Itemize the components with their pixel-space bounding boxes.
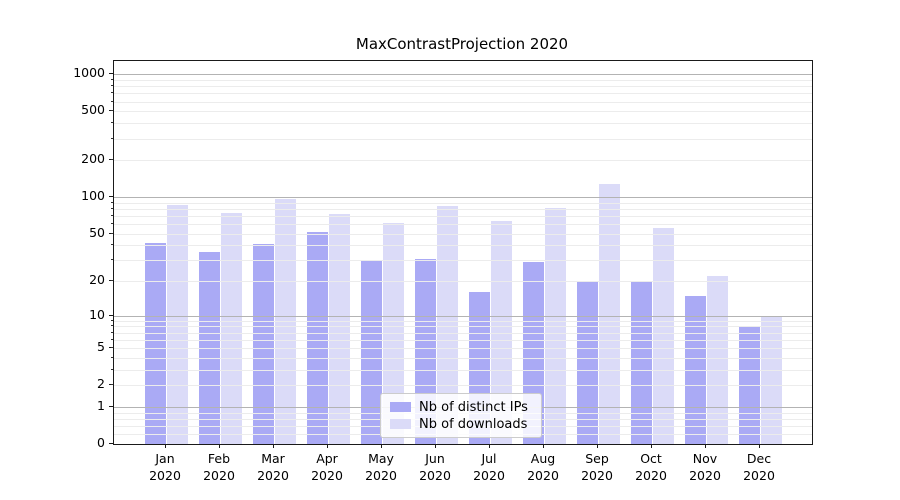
y-tick-mark-1000 xyxy=(109,73,113,75)
y-tick-label-20: 20 xyxy=(89,272,105,288)
y-minor-tick-mark xyxy=(111,85,113,87)
y-minor-tick-mark xyxy=(111,122,113,124)
x-tick-label-oct: Oct 2020 xyxy=(635,451,667,483)
x-tick-label-dec: Dec 2020 xyxy=(743,451,775,483)
y-tick-mark-100 xyxy=(109,196,113,198)
y-minor-tick-mark xyxy=(111,325,113,327)
x-tick-label-jul: Jul 2020 xyxy=(473,451,505,483)
legend-item-downloads: Nb of downloads xyxy=(390,416,532,432)
bar-ips-mar xyxy=(252,244,274,444)
y-minor-tick-mark xyxy=(111,280,113,282)
legend: Nb of distinct IPs Nb of downloads xyxy=(380,393,542,438)
y-minor-tick-mark xyxy=(111,384,113,386)
bar-ips-sep xyxy=(576,281,598,444)
y-minor-tick-mark xyxy=(111,244,113,246)
bar-downloads-oct xyxy=(652,227,674,444)
y-tick-label-1: 1 xyxy=(97,397,105,413)
y-minor-tick-mark xyxy=(111,207,113,209)
legend-item-distinct-ips: Nb of distinct IPs xyxy=(390,399,532,415)
y-tick-label-50: 50 xyxy=(89,224,105,240)
y-minor-tick-mark xyxy=(111,356,113,358)
y-minor-tick-mark xyxy=(111,368,113,370)
plot-area xyxy=(113,60,813,445)
x-tick-label-aug: Aug 2020 xyxy=(527,451,559,483)
x-tick-label-nov: Nov 2020 xyxy=(689,451,721,483)
x-tick-label-apr: Apr 2020 xyxy=(311,451,343,483)
chart-title: MaxContrastProjection 2020 xyxy=(355,35,569,53)
y-minor-tick-mark xyxy=(111,159,113,161)
bar-downloads-jan xyxy=(166,205,188,444)
x-tick-label-jun: Jun 2020 xyxy=(419,451,451,483)
y-tick-mark-1 xyxy=(109,405,113,407)
x-tick-label-may: May 2020 xyxy=(365,451,397,483)
y-tick-label-2: 2 xyxy=(97,376,105,392)
y-tick-label-500: 500 xyxy=(81,102,105,118)
y-minor-tick-mark xyxy=(111,100,113,102)
x-tick-mark-feb xyxy=(219,444,220,448)
x-tick-mark-may xyxy=(381,444,382,448)
x-tick-label-sep: Sep 2020 xyxy=(581,451,613,483)
bar-ips-jan xyxy=(144,242,166,444)
bar-downloads-jun xyxy=(436,205,458,444)
bars-layer xyxy=(114,61,812,444)
y-minor-tick-mark xyxy=(111,232,113,234)
y-tick-mark-10 xyxy=(109,314,113,316)
x-tick-mark-oct xyxy=(651,444,652,448)
y-tick-mark-0 xyxy=(109,443,113,444)
y-tick-label-100: 100 xyxy=(81,188,105,204)
y-minor-tick-mark xyxy=(111,214,113,216)
y-minor-tick-mark xyxy=(111,79,113,81)
x-tick-label-mar: Mar 2020 xyxy=(257,451,289,483)
bar-downloads-dec xyxy=(760,315,782,444)
bar-downloads-jul xyxy=(490,220,512,444)
x-tick-label-feb: Feb 2020 xyxy=(203,451,235,483)
legend-swatch-downloads xyxy=(390,419,411,429)
y-minor-tick-mark xyxy=(111,110,113,112)
bar-downloads-nov xyxy=(706,276,728,444)
bar-ips-nov xyxy=(684,295,706,444)
bar-downloads-feb xyxy=(220,213,242,444)
x-tick-label-jan: Jan 2020 xyxy=(149,451,181,483)
y-minor-tick-mark xyxy=(111,92,113,94)
y-minor-tick-mark xyxy=(111,137,113,139)
x-tick-mark-sep xyxy=(597,444,598,448)
legend-swatch-distinct-ips xyxy=(390,402,411,412)
y-minor-tick-mark xyxy=(111,331,113,333)
bar-ips-dec xyxy=(738,326,760,444)
bar-downloads-apr xyxy=(328,213,350,444)
y-minor-tick-mark xyxy=(111,223,113,225)
x-tick-mark-jan xyxy=(165,444,166,448)
bar-ips-feb xyxy=(198,252,220,444)
x-tick-mark-mar xyxy=(273,444,274,448)
bar-ips-may xyxy=(360,260,382,444)
y-minor-tick-mark xyxy=(111,319,113,321)
bar-ips-oct xyxy=(630,281,652,444)
y-minor-tick-mark xyxy=(111,201,113,203)
bar-downloads-mar xyxy=(274,198,296,444)
y-tick-label-1000: 1000 xyxy=(73,65,105,81)
y-tick-label-0: 0 xyxy=(97,435,105,450)
legend-label-downloads: Nb of downloads xyxy=(419,416,528,432)
x-tick-mark-aug xyxy=(543,444,544,448)
y-minor-tick-mark xyxy=(111,347,113,349)
x-tick-mark-jul xyxy=(489,444,490,448)
bar-ips-apr xyxy=(306,231,328,444)
x-tick-mark-dec xyxy=(759,444,760,448)
legend-label-distinct-ips: Nb of distinct IPs xyxy=(419,399,528,415)
x-tick-mark-apr xyxy=(327,444,328,448)
y-tick-label-10: 10 xyxy=(89,306,105,322)
bar-downloads-aug xyxy=(544,208,566,444)
bar-downloads-sep xyxy=(598,184,620,444)
y-minor-tick-mark xyxy=(111,338,113,340)
x-tick-mark-jun xyxy=(435,444,436,448)
y-tick-label-5: 5 xyxy=(97,339,105,355)
x-tick-mark-nov xyxy=(705,444,706,448)
y-minor-tick-mark xyxy=(111,259,113,261)
y-tick-label-200: 200 xyxy=(81,151,105,167)
